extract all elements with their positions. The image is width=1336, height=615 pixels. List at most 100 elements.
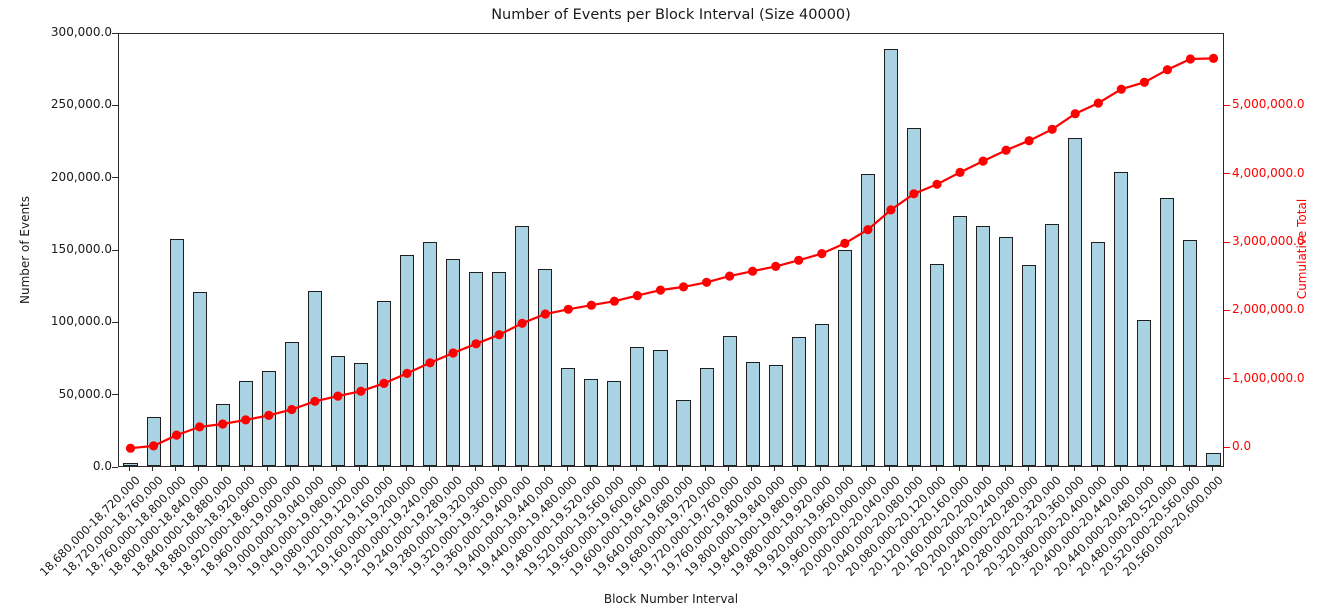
- right-y-tick: [1224, 378, 1230, 380]
- cumulative-point: [287, 404, 297, 415]
- cumulative-point: [448, 348, 458, 358]
- cumulative-point: [586, 300, 596, 310]
- cumulative-point: [794, 255, 804, 265]
- right-y-tick-label: 2,000,000.0: [1232, 302, 1305, 317]
- bars-layer: [119, 34, 1223, 466]
- x-tick: [1096, 467, 1098, 471]
- x-tick: [659, 467, 660, 471]
- x-tick: [1004, 467, 1006, 471]
- x-tick: [1142, 467, 1144, 471]
- bar: [284, 341, 299, 466]
- cumulative-point: [1162, 65, 1172, 75]
- x-tick: [175, 467, 177, 471]
- bar: [676, 399, 691, 466]
- cumulative-point: [125, 443, 136, 453]
- cumulative-point: [909, 189, 919, 199]
- bar: [860, 173, 875, 466]
- x-tick: [566, 467, 568, 471]
- cumulative-point: [632, 291, 643, 301]
- cumulative-point: [218, 419, 228, 429]
- cumulative-point: [425, 358, 435, 368]
- cumulative-point: [817, 249, 827, 259]
- plot-area: [118, 33, 1224, 467]
- bar: [469, 272, 484, 466]
- cumulative-point: [540, 309, 550, 319]
- x-tick: [958, 467, 960, 471]
- cumulative-point: [932, 179, 942, 189]
- bar: [929, 263, 945, 466]
- x-axis-label: Block Number Interval: [603, 592, 739, 606]
- x-tick: [336, 467, 338, 471]
- left-y-tick: [112, 32, 118, 34]
- cumulative-point: [563, 304, 573, 314]
- right-y-tick: [1224, 446, 1230, 448]
- x-tick: [889, 467, 891, 471]
- left-y-tick-label: 200,000.0: [50, 169, 112, 184]
- bar: [192, 292, 207, 466]
- x-tick: [589, 467, 591, 471]
- cumulative-point: [725, 271, 735, 281]
- right-y-tick-label: 3,000,000.0: [1232, 234, 1305, 248]
- x-tick: [612, 467, 614, 471]
- bar: [883, 49, 898, 466]
- x-tick: [152, 467, 154, 471]
- x-tick: [1212, 467, 1213, 471]
- cumulative-point: [702, 277, 712, 287]
- bar: [330, 356, 345, 466]
- cumulative-point: [241, 415, 251, 425]
- x-tick: [774, 467, 776, 471]
- left-y-tick-label: 250,000.0: [50, 97, 112, 112]
- left-y-tick-label: 150,000.0: [50, 242, 112, 256]
- x-tick: [1027, 467, 1029, 471]
- x-tick: [1073, 467, 1075, 471]
- right-y-tick-label: 0.0: [1232, 439, 1252, 454]
- cumulative-point: [1185, 54, 1195, 64]
- x-tick: [797, 467, 799, 471]
- right-y-tick-label: 4,000,000.0: [1232, 165, 1305, 180]
- left-y-tick: [112, 466, 118, 468]
- x-tick: [428, 467, 430, 471]
- right-y-tick: [1224, 309, 1230, 311]
- bar: [584, 379, 599, 466]
- bar: [1114, 172, 1129, 466]
- chart-title: Number of Events per Block Interval (Siz…: [491, 7, 851, 23]
- cumulative-point: [517, 318, 527, 328]
- x-tick: [129, 467, 130, 471]
- right-y-tick: [1224, 104, 1230, 106]
- x-tick: [520, 467, 522, 471]
- left-y-tick-label: 0.0: [92, 459, 112, 473]
- x-tick: [198, 467, 200, 471]
- x-tick: [981, 467, 983, 471]
- left-y-tick: [112, 249, 118, 251]
- left-y-tick-label: 100,000.0: [50, 314, 112, 329]
- bar: [814, 324, 829, 466]
- x-tick: [244, 467, 246, 471]
- x-tick: [843, 467, 845, 471]
- bar: [791, 337, 806, 466]
- cumulative-point: [149, 441, 159, 451]
- cumulative-point: [1208, 53, 1219, 63]
- left-y-tick-label: 300,000.0: [50, 25, 112, 39]
- left-y-tick: [112, 104, 118, 106]
- bar: [999, 237, 1014, 466]
- x-tick: [290, 467, 292, 471]
- right-y-tick-label: 5,000,000.0: [1232, 97, 1305, 112]
- y-axis-label-right: Cumulative Total: [1295, 198, 1309, 300]
- x-tick: [751, 467, 753, 471]
- cumulative-point: [655, 285, 666, 295]
- x-tick: [543, 467, 545, 471]
- x-tick: [705, 467, 707, 471]
- x-tick: [635, 467, 637, 471]
- bar: [607, 380, 622, 466]
- bar: [1022, 264, 1037, 466]
- bar: [722, 335, 737, 466]
- cumulative-point: [264, 410, 274, 420]
- cumulative-point: [494, 330, 504, 340]
- bar: [699, 367, 714, 466]
- x-tick: [313, 467, 315, 471]
- cumulative-point: [1047, 124, 1057, 134]
- left-y-tick-label: 50,000.0: [58, 386, 112, 401]
- cumulative-point: [840, 238, 850, 248]
- bar: [745, 361, 760, 466]
